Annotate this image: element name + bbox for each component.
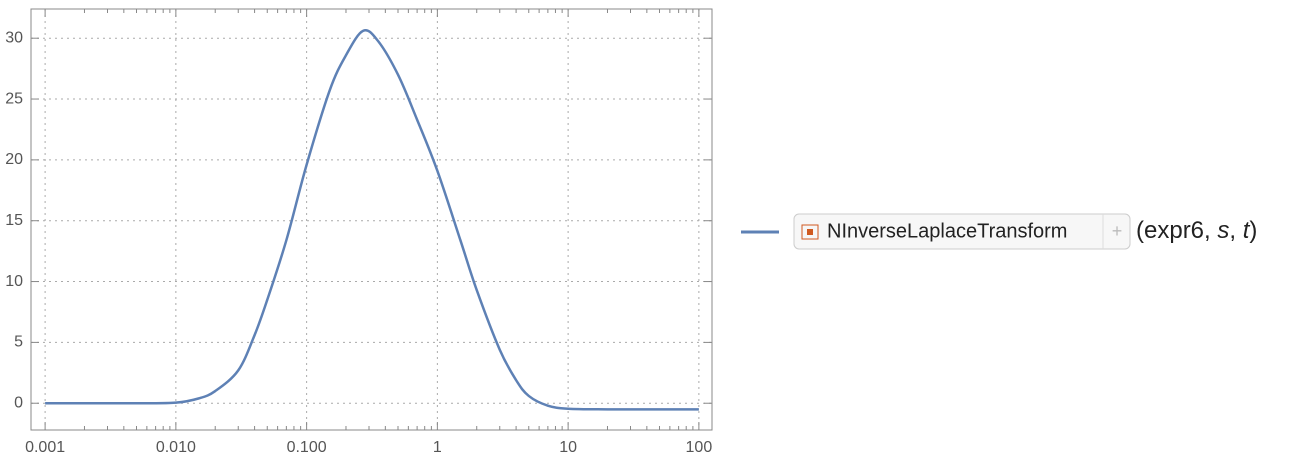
line — [45, 29, 699, 411]
legend-label: NInverseLaplaceTransform — [827, 220, 1067, 242]
y-tick-label: 15 — [5, 212, 23, 229]
y-tick-label: 25 — [5, 90, 23, 107]
x-tick-label: 0.001 — [25, 439, 65, 456]
legend-args: t — [1243, 217, 1251, 244]
frame — [30, 8, 713, 431]
y-tick-label: 10 — [5, 273, 23, 290]
y-tick-label: 5 — [14, 334, 23, 351]
legend-args: (expr6, — [1136, 217, 1211, 244]
y-tick-label: 0 — [14, 394, 23, 411]
legend-args: (expr6, s, t) — [1136, 217, 1257, 244]
legend-args: , — [1229, 217, 1236, 244]
legend-args: s — [1217, 217, 1229, 244]
x-tick-label: 0.100 — [287, 439, 327, 456]
x-tick-label: 1 — [433, 439, 442, 456]
legend: + NInverseLaplaceTransform (expr6, s, t) — [741, 213, 1257, 250]
x-tick-label: 100 — [686, 439, 713, 456]
y-tick-label: 20 — [5, 151, 23, 168]
legend-box — [793, 213, 1131, 250]
plus-icon: + — [1112, 221, 1123, 241]
x-tick-label: 10 — [559, 439, 577, 456]
x-tick-label: 0.010 — [156, 439, 196, 456]
icon — [801, 224, 819, 240]
icon — [807, 229, 813, 235]
y-tick-label: 30 — [5, 29, 23, 46]
legend-args: ) — [1249, 217, 1257, 244]
